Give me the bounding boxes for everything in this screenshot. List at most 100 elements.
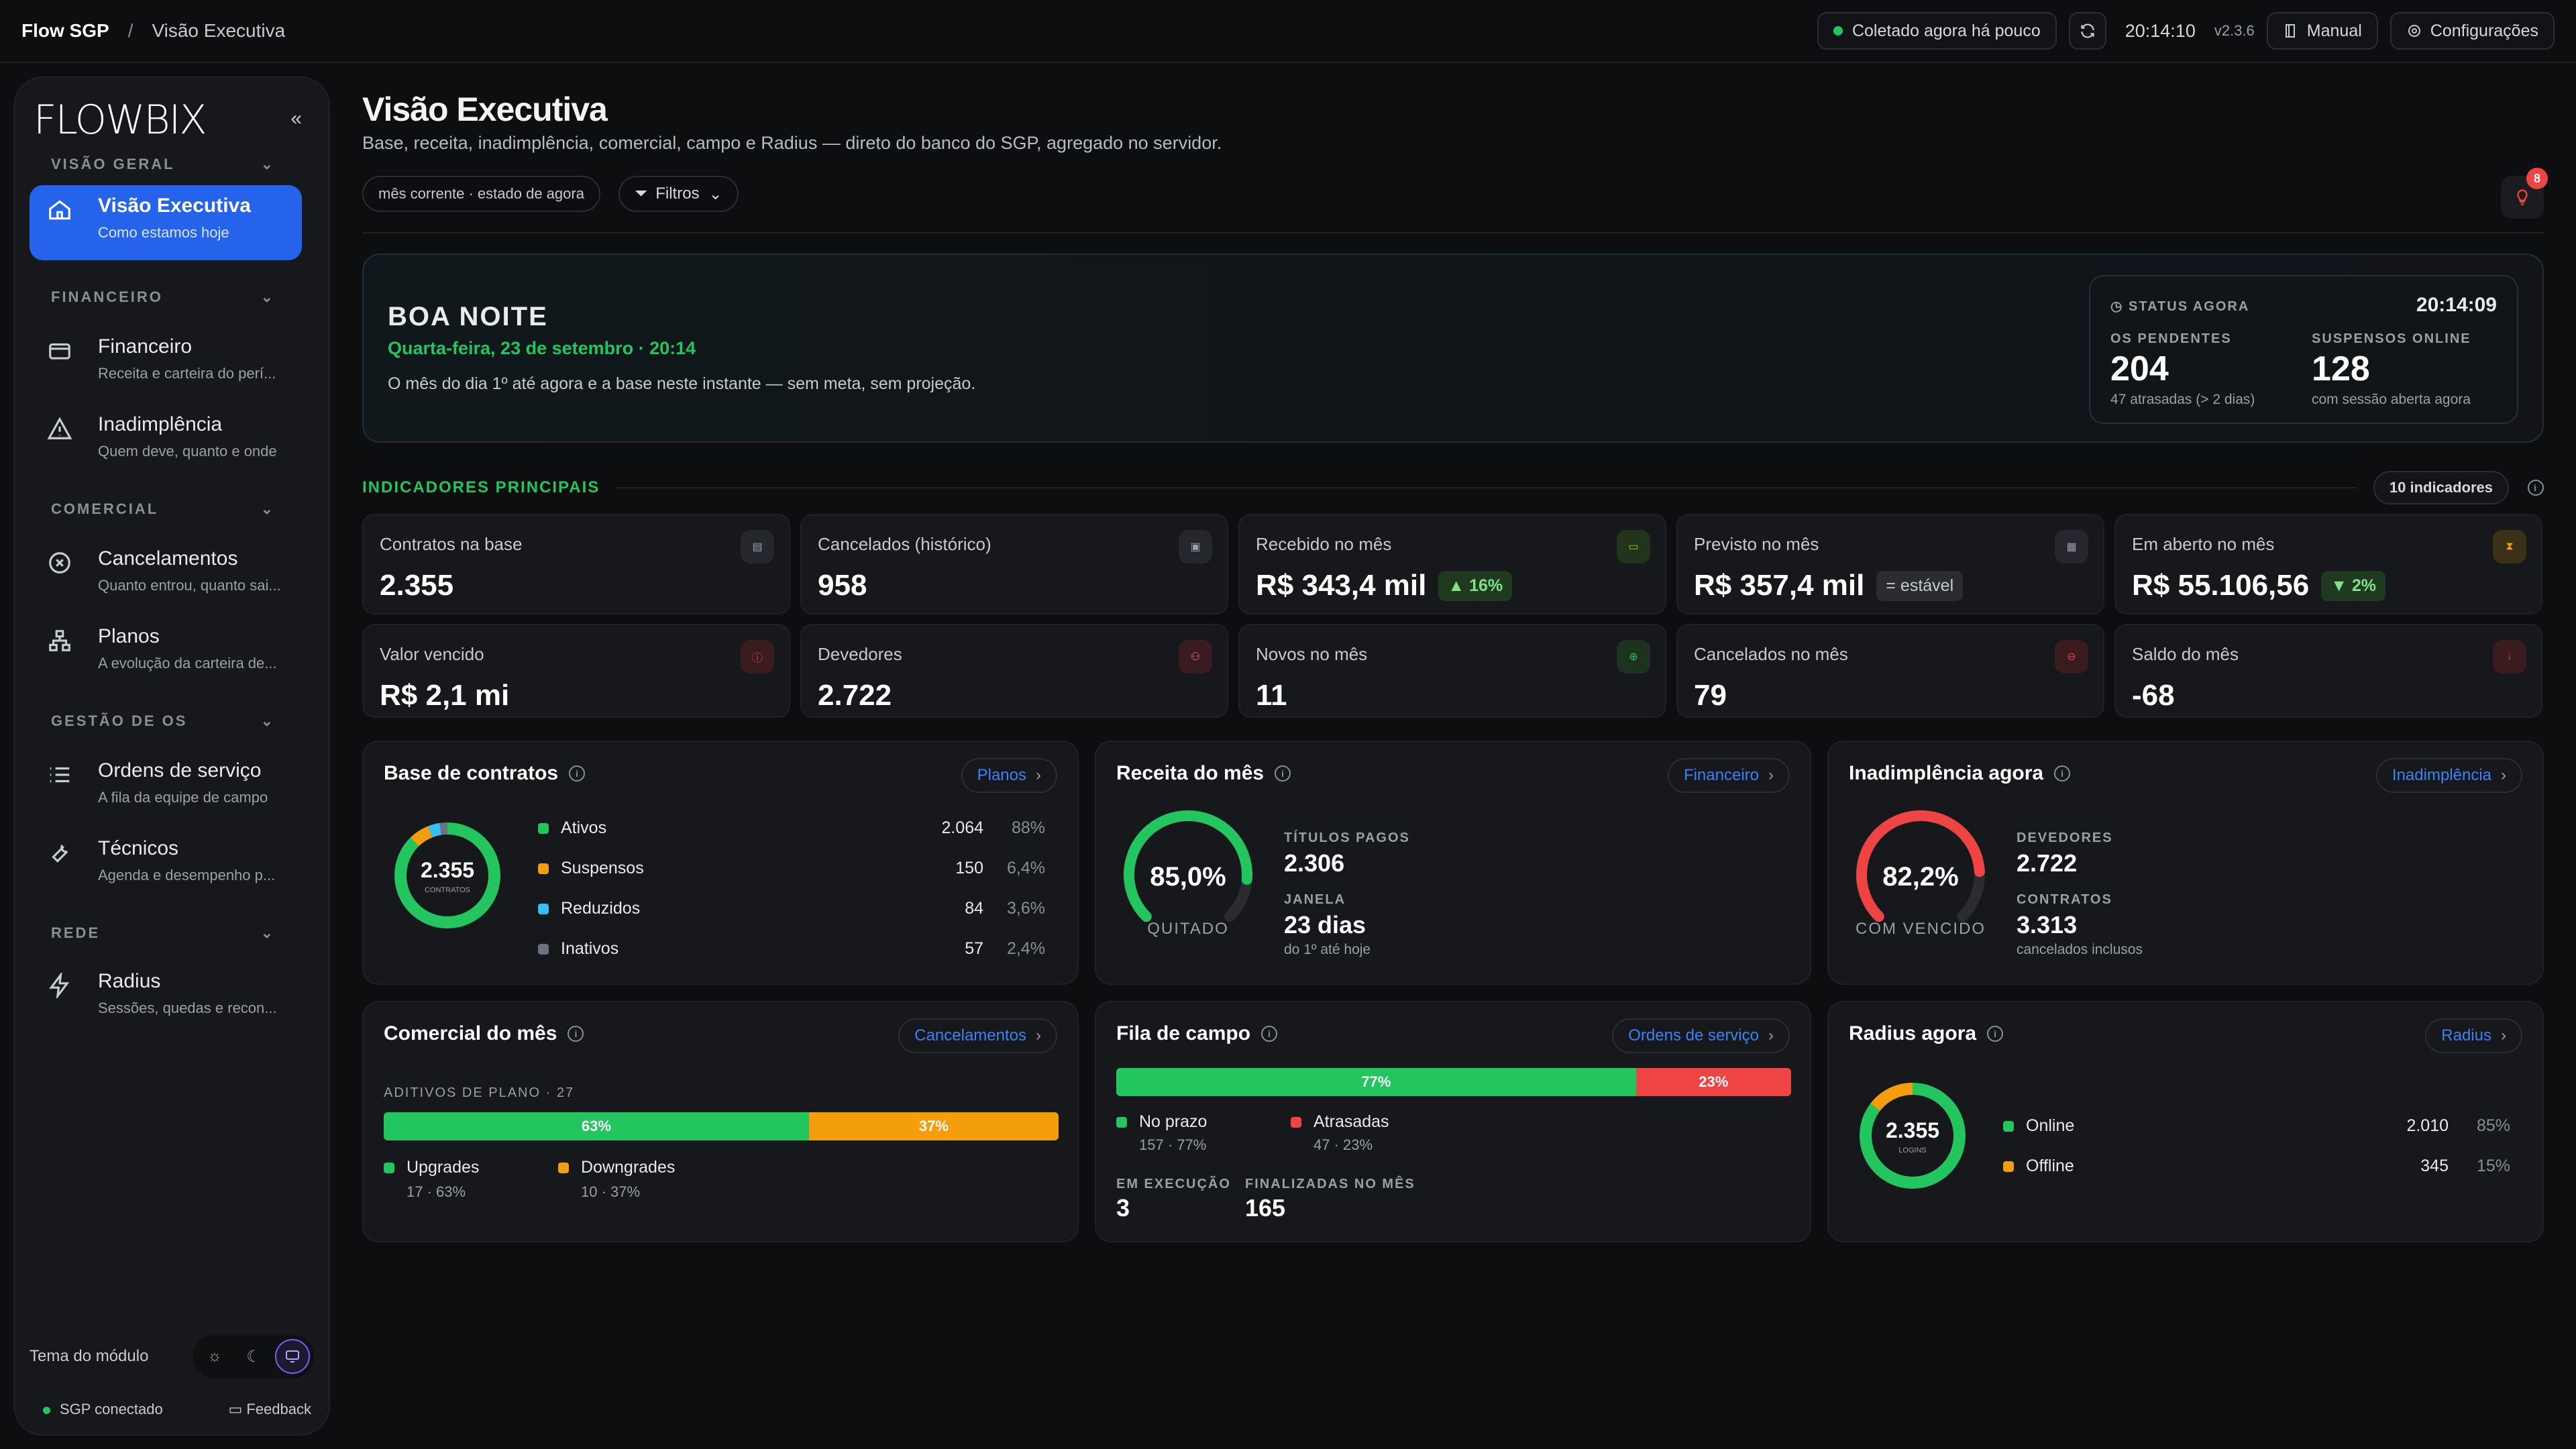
clock-icon: ◷ — [2110, 299, 2129, 314]
legend-ativos: Ativos — [538, 818, 606, 838]
card-link-label: Radius — [2441, 1026, 2491, 1044]
link-planos[interactable]: Planos › — [961, 758, 1057, 793]
chevron-right-icon: › — [1036, 766, 1041, 784]
trend-badge: ▼ 2% — [2321, 570, 2386, 601]
section-label: FINANCEIRO — [51, 288, 163, 305]
suspended-online-sub: com sessão aberta agora — [2312, 392, 2471, 407]
legend-offline: Offline — [2003, 1157, 2074, 1176]
users-icon: ⚇ — [1179, 640, 1212, 674]
legend-value: 345 — [2420, 1157, 2449, 1175]
legend-online: Online — [2003, 1116, 2074, 1136]
kpi-contratos-base[interactable]: Contratos na base 2.355 ▤ — [362, 514, 790, 614]
legend-percent: 88% — [1011, 818, 1045, 837]
metric-value: 3 — [1116, 1194, 1130, 1222]
legend-inativos: Inativos — [538, 939, 619, 959]
sidebar-item-ordens-servico[interactable]: Ordens de serviço A fila da equipe de ca… — [30, 750, 302, 825]
kpi-label: Previsto no mês — [1694, 534, 1819, 554]
refresh-button[interactable] — [2068, 12, 2106, 50]
period-chip[interactable]: mês corrente · estado de agora — [362, 176, 600, 212]
link-ordens-servico[interactable]: Ordens de serviço › — [1612, 1018, 1790, 1053]
manual-button[interactable]: Manual — [2266, 12, 2378, 50]
section-financeiro[interactable]: FINANCEIRO ⌄ — [51, 288, 275, 306]
kpi-recebido-mes[interactable]: Recebido no mês R$ 343,4 mil ▲ 16% ▭ — [1238, 514, 1666, 614]
hierarchy-icon — [49, 630, 70, 651]
sidebar-item-financeiro[interactable]: Financeiro Receita e carteira do perí... — [30, 326, 302, 401]
feedback-button[interactable]: ▭ Feedback — [228, 1401, 311, 1418]
legend-percent: 3,6% — [1007, 899, 1045, 918]
info-icon[interactable]: i — [1275, 765, 1291, 782]
sidebar: FLOWBIX « VISÃO GERAL ⌄ Visão Executiva C… — [13, 76, 330, 1436]
card-title: Radius agora — [1849, 1022, 1977, 1044]
chevron-right-icon: › — [1768, 1026, 1774, 1044]
theme-system-button[interactable] — [275, 1339, 310, 1374]
list-icon — [50, 767, 70, 783]
legend-percent: 2,4% — [1007, 939, 1045, 958]
donut-center-value: 2.355 — [1886, 1118, 1939, 1142]
kpi-devedores[interactable]: Devedores 2.722 ⚇ — [800, 624, 1228, 718]
divider — [616, 487, 2357, 488]
info-icon[interactable]: i — [2054, 765, 2071, 782]
theme-dark-button[interactable]: ☾ — [236, 1339, 271, 1374]
section-gestao-os[interactable]: GESTÃO DE OS ⌄ — [51, 712, 275, 730]
sidebar-item-planos[interactable]: Planos A evolução da carteira de... — [30, 616, 302, 691]
on-time-segment: 77% — [1116, 1068, 1636, 1096]
breadcrumb-separator: / — [127, 20, 133, 41]
link-cancelamentos[interactable]: Cancelamentos › — [898, 1018, 1057, 1053]
app-name[interactable]: Flow SGP — [21, 20, 109, 41]
chevron-down-icon: ⌄ — [260, 712, 275, 729]
document-icon: ▤ — [741, 530, 774, 564]
theme-light-button[interactable]: ☼ — [197, 1339, 232, 1374]
kpi-value: 2.722 — [818, 679, 892, 712]
sidebar-item-sub: A fila da equipe de campo — [98, 789, 268, 806]
collapse-sidebar-button[interactable]: « — [290, 107, 302, 129]
info-icon[interactable]: i — [1261, 1026, 1278, 1042]
os-pending-sub: 47 atrasadas (> 2 dias) — [2110, 392, 2255, 407]
chevron-down-icon: ⌄ — [260, 924, 275, 941]
section-visao-geral[interactable]: VISÃO GERAL ⌄ — [51, 156, 275, 173]
info-icon[interactable]: i — [1987, 1026, 2004, 1042]
manual-label: Manual — [2306, 21, 2362, 40]
settings-button[interactable]: Configurações — [2390, 12, 2555, 50]
section-rede[interactable]: REDE ⌄ — [51, 924, 275, 942]
sidebar-item-sub: Sessões, quedas e recon... — [98, 1000, 277, 1016]
receita-gauge: 85,0% QUITADO — [1124, 810, 1252, 938]
sidebar-item-inadimplencia[interactable]: Inadimplência Quem deve, quanto e onde — [30, 404, 302, 479]
metric-value: 2.306 — [1284, 849, 1345, 877]
link-inadimplencia[interactable]: Inadimplência › — [2375, 758, 2522, 793]
sidebar-item-radius[interactable]: Radius Sessões, quedas e recon... — [30, 961, 302, 1036]
info-icon[interactable]: i — [569, 765, 586, 782]
filters-button[interactable]: ⏷ Filtros ⌄ — [619, 176, 739, 212]
kpi-previsto-mes[interactable]: Previsto no mês R$ 357,4 mil = estável ▦ — [1676, 514, 2104, 614]
info-icon[interactable]: i — [568, 1026, 584, 1042]
alerts-button[interactable]: 8 — [2501, 168, 2548, 219]
status-label-text: STATUS AGORA — [2129, 299, 2250, 314]
sidebar-item-sub: A evolução da carteira de... — [98, 655, 277, 672]
hourglass-icon: ⧗ — [2493, 530, 2526, 564]
kpi-cancelados-historico[interactable]: Cancelados (histórico) 958 ▣ — [800, 514, 1228, 614]
info-icon[interactable]: i — [2528, 480, 2544, 496]
section-comercial[interactable]: COMERCIAL ⌄ — [51, 500, 275, 518]
kpi-label: Cancelados (histórico) — [818, 534, 991, 554]
metric-value: 23 dias — [1284, 911, 1366, 938]
indicators-header: INDICADORES PRINCIPAIS 10 indicadores i — [362, 471, 2544, 504]
sidebar-item-cancelamentos[interactable]: Cancelamentos Quanto entrou, quanto sai.… — [30, 538, 302, 613]
kpi-em-aberto-mes[interactable]: Em aberto no mês R$ 55.106,56 ▼ 2% ⧗ — [2114, 514, 2542, 614]
card-title: Fila de campo — [1116, 1022, 1251, 1044]
sidebar-item-visao-executiva[interactable]: Visão Executiva Como estamos hoje — [30, 185, 302, 260]
chevron-right-icon: › — [2501, 766, 2506, 784]
card-title: Base de contratos — [384, 762, 559, 784]
kpi-saldo-mes[interactable]: Saldo do mês -68 ↓ — [2114, 624, 2542, 718]
link-financeiro[interactable]: Financeiro › — [1667, 758, 1790, 793]
kpi-label: Saldo do mês — [2132, 644, 2239, 664]
collection-status: Coletado agora há pouco — [1817, 12, 2057, 50]
kpi-value: 958 — [818, 569, 867, 602]
kpi-valor-vencido[interactable]: Valor vencido R$ 2,1 mi ⓘ — [362, 624, 790, 718]
kpi-value: -68 — [2132, 679, 2175, 712]
kpi-cancelados-mes[interactable]: Cancelados no mês 79 ⊖ — [1676, 624, 2104, 718]
sidebar-item-tecnicos[interactable]: Técnicos Agenda e desempenho p... — [30, 828, 302, 903]
kpi-value: 79 — [1694, 679, 1727, 712]
sidebar-item-sub: Como estamos hoje — [98, 224, 229, 241]
kpi-novos-mes[interactable]: Novos no mês 11 ⊕ — [1238, 624, 1666, 718]
legend-no-prazo: No prazo — [1116, 1112, 1207, 1132]
link-radius[interactable]: Radius › — [2425, 1018, 2522, 1053]
